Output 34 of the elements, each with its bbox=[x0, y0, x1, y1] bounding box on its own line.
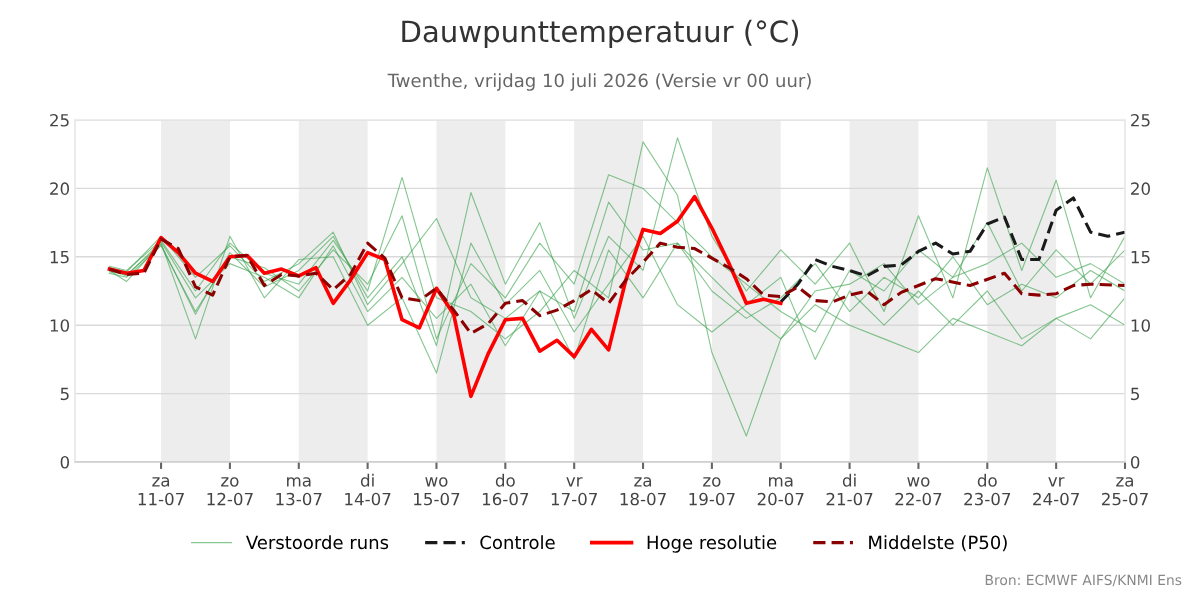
x-tick-label: wo 22-07 bbox=[895, 477, 942, 506]
legend-label: Controle bbox=[480, 535, 555, 550]
y2-tick-label: 0 bbox=[1130, 455, 1140, 469]
y2-tick-label: 15 bbox=[1131, 250, 1150, 264]
x-tick-label: wo 15-07 bbox=[414, 477, 460, 506]
x-tick-label: zo 12-07 bbox=[207, 477, 253, 506]
legend-label: Verstoorde runs bbox=[245, 535, 389, 550]
y2-tick-label: 5 bbox=[1131, 387, 1140, 401]
y-tick-label: 0 bbox=[60, 455, 70, 469]
chart-title: Dauwpunttemperatuur (°C) bbox=[402, 19, 799, 49]
text: Bron: ECMWF AIFS/KNMI Ens bbox=[985, 574, 1182, 587]
x-tick-label: ma 20-07 bbox=[757, 477, 804, 506]
y2-tick-label: 10 bbox=[1131, 319, 1150, 332]
x-tick-label: ma 13-07 bbox=[276, 477, 322, 506]
legend-label: Middelste (P50) bbox=[869, 535, 1007, 552]
x-tick-label: do 23-07 bbox=[964, 473, 1011, 506]
x-tick-label: do 16-07 bbox=[482, 473, 529, 506]
x-tick-label: za 25-07 bbox=[1102, 477, 1148, 506]
x-tick-label: di 14-07 bbox=[345, 473, 391, 506]
y2-tick-label: 25 bbox=[1131, 113, 1150, 127]
x-tick-label: za 18-07 bbox=[620, 477, 666, 506]
x-tick-label: vr 17-07 bbox=[551, 477, 597, 506]
y-tick-label: 25 bbox=[50, 113, 69, 127]
chart-subtitle: Twenthe, vrijdag 10 juli 2026 (Versie vr 00 uur) bbox=[387, 73, 811, 91]
y2-tick-label: 20 bbox=[1131, 182, 1150, 195]
y-tick-label: 5 bbox=[60, 387, 69, 401]
legend-label: Hoge resolutie bbox=[647, 535, 777, 553]
y-tick-label: 20 bbox=[50, 182, 70, 195]
y-tick-label: 10 bbox=[50, 319, 70, 332]
x-tick-label: di 21-07 bbox=[826, 473, 873, 506]
x-tick-label: za 11-07 bbox=[138, 477, 184, 506]
y-tick-label: 15 bbox=[50, 250, 69, 264]
x-tick-label: vr 24-07 bbox=[1033, 477, 1079, 506]
x-tick-label: zo 19-07 bbox=[689, 477, 735, 506]
